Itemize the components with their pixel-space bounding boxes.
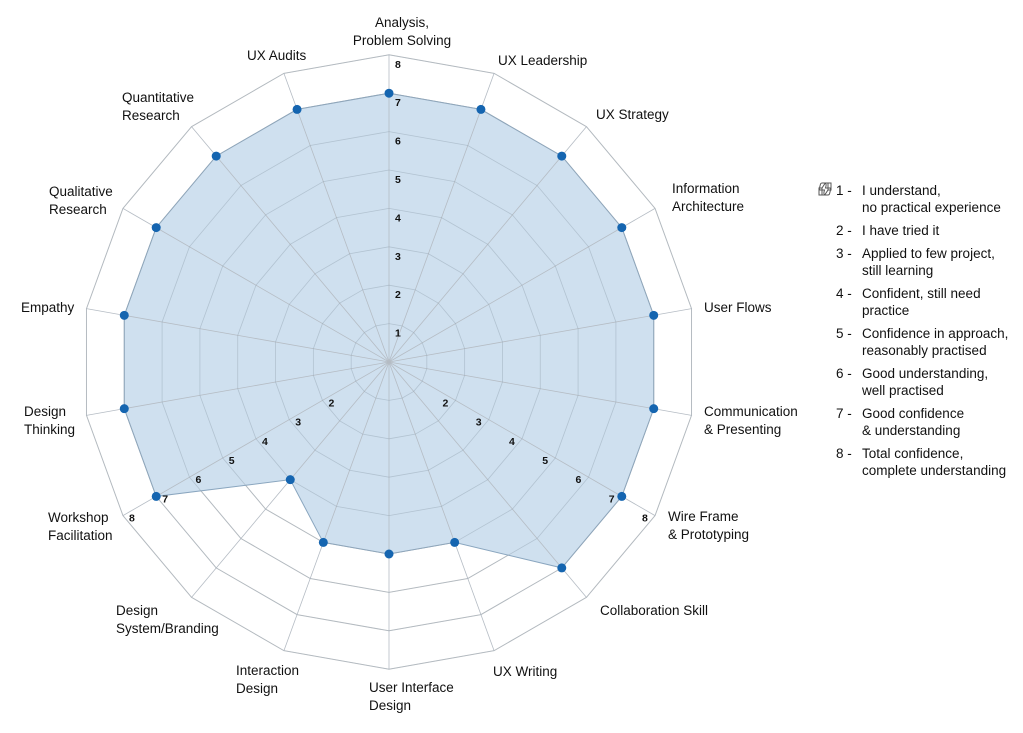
- axis-label: User Flows: [704, 300, 772, 315]
- tick-label: 6: [195, 474, 201, 486]
- data-point: [649, 404, 659, 414]
- tick-label: 3: [295, 417, 301, 429]
- legend-spacer: [818, 285, 836, 302]
- legend-item: 6 - Good understanding, well practised: [818, 365, 1023, 399]
- legend-spacer: [818, 325, 836, 342]
- grid-ring-overlay: [86, 54, 692, 670]
- data-point: [617, 223, 627, 233]
- legend-text: Good confidence & understanding: [862, 406, 965, 438]
- data-point: [557, 563, 567, 573]
- tick-label: 5: [229, 455, 235, 467]
- thumbs-up-icon: [818, 182, 836, 462]
- tick-label: 6: [395, 136, 401, 148]
- data-point: [450, 537, 460, 547]
- data-point: [617, 491, 627, 501]
- axis-label: Design System/Branding: [116, 603, 219, 636]
- axis-label: Information Architecture: [672, 181, 744, 214]
- tick-label: 8: [642, 513, 648, 525]
- tick-label: 1: [395, 328, 401, 340]
- legend-item: 8 - Total confidence, complete understand…: [818, 182, 1023, 479]
- tick-label: 4: [509, 436, 515, 448]
- axis-label: UX Writing: [493, 664, 557, 679]
- data-point: [384, 88, 394, 98]
- legend-item: 1 - I understand, no practical experience: [818, 182, 1023, 216]
- tick-label: 2: [395, 289, 401, 301]
- tick-label: 8: [395, 59, 401, 71]
- tick-label: 7: [609, 493, 615, 505]
- data-point: [119, 404, 129, 414]
- legend-level: 1 -: [836, 183, 852, 198]
- tick-label: 8: [129, 513, 135, 525]
- tick-label: 3: [395, 251, 401, 263]
- axis-label: Interaction Design: [236, 663, 299, 696]
- data-point: [557, 151, 567, 161]
- tick-label: 2: [443, 397, 449, 409]
- data-point: [292, 104, 302, 114]
- legend-level: 6 -: [836, 366, 852, 381]
- axis-label: Design Thinking: [24, 404, 75, 437]
- axis-label: Empathy: [21, 300, 75, 315]
- legend-level: 4 -: [836, 286, 852, 301]
- tick-label: 6: [576, 474, 582, 486]
- legend-item: 5 - Confidence in approach, reasonably pr…: [818, 325, 1023, 359]
- tick-label: 5: [395, 174, 401, 186]
- legend: 1 - I understand, no practical experience…: [818, 182, 1023, 485]
- legend-text: I understand, no practical experience: [862, 183, 1001, 215]
- axis-label: Qualitative Research: [49, 184, 113, 217]
- axis-label: Quantitative Research: [122, 90, 194, 123]
- data-point: [384, 549, 394, 559]
- axis-label: UX Audits: [247, 48, 307, 63]
- legend-item: 7 - Good confidence & understanding: [818, 405, 1023, 439]
- axis-label: Communication & Presenting: [704, 404, 798, 437]
- data-point: [285, 475, 295, 485]
- tick-label: 7: [162, 493, 168, 505]
- axis-label: UX Leadership: [498, 53, 587, 68]
- data-point: [476, 104, 486, 114]
- data-point: [318, 537, 328, 547]
- tick-label: 7: [395, 97, 401, 109]
- data-point: [211, 151, 221, 161]
- legend-level: 5 -: [836, 326, 852, 341]
- legend-spacer: [818, 405, 836, 422]
- grid-ring-overlay: [237, 207, 541, 517]
- legend-item: 3 - Applied to few project, still learnin…: [818, 245, 1023, 279]
- data-point: [119, 310, 129, 320]
- data-point: [649, 310, 659, 320]
- grid-ring-overlay: [312, 284, 466, 440]
- data-point: [151, 223, 161, 233]
- axis-label: User Interface Design: [369, 680, 454, 713]
- tick-label: 2: [328, 397, 334, 409]
- grid-ring-overlay: [275, 246, 503, 478]
- tick-label: 4: [262, 436, 268, 448]
- legend-level: 8 -: [836, 446, 852, 461]
- axis-label: UX Strategy: [596, 107, 669, 122]
- data-point: [151, 491, 161, 501]
- legend-spacer: [818, 365, 836, 382]
- axis-label: Wire Frame & Prototyping: [668, 509, 749, 542]
- grid-ring-overlay: [350, 323, 428, 401]
- axis-label: Collaboration Skill: [600, 603, 708, 618]
- legend-level: 7 -: [836, 406, 852, 421]
- legend-item: 2 - I have tried it: [818, 222, 1023, 239]
- tick-label: 5: [542, 455, 548, 467]
- legend-spacer: [818, 222, 836, 239]
- legend-item: 4 - Confident, still need practice: [818, 285, 1023, 319]
- axis-label: Analysis, Problem Solving: [353, 15, 451, 48]
- legend-text: Confident, still need practice: [862, 286, 981, 318]
- legend-text: Total confidence, complete understanding: [862, 446, 1007, 478]
- legend-spacer: [818, 245, 836, 262]
- axis-label: Workshop Facilitation: [48, 510, 113, 543]
- legend-level: 2 -: [836, 223, 852, 238]
- legend-text: Good understanding, well practised: [862, 366, 989, 398]
- tick-label: 4: [395, 212, 401, 224]
- legend-text: Confidence in approach, reasonably pract…: [862, 326, 1009, 358]
- legend-level: 3 -: [836, 246, 852, 261]
- legend-text: I have tried it: [862, 223, 940, 238]
- legend-text: Applied to few project, still learning: [862, 246, 995, 278]
- tick-label: 3: [476, 417, 482, 429]
- grid-ring-overlay: [161, 131, 617, 593]
